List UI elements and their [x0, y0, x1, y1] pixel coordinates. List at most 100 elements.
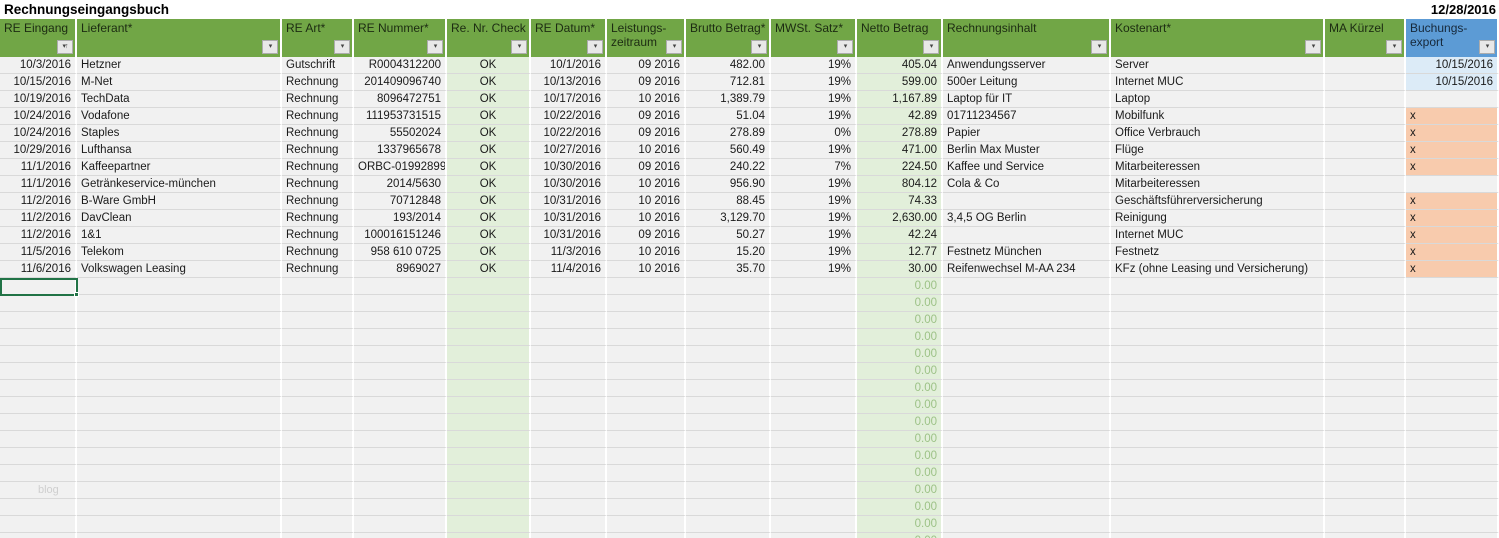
cell-mwst[interactable] — [771, 431, 857, 448]
cell-inhalt[interactable]: Festnetz München — [943, 244, 1111, 261]
cell-mwst[interactable] — [771, 465, 857, 482]
cell-ma[interactable] — [1325, 397, 1406, 414]
cell-mwst[interactable] — [771, 295, 857, 312]
cell-re_art[interactable] — [282, 397, 354, 414]
cell-export[interactable] — [1406, 312, 1499, 329]
cell-zeitraum[interactable] — [607, 533, 686, 538]
cell-lieferant[interactable]: 1&1 — [77, 227, 282, 244]
cell-check[interactable] — [447, 346, 531, 363]
cell-export[interactable]: x — [1406, 210, 1499, 227]
cell-inhalt[interactable] — [943, 346, 1111, 363]
cell-zeitraum[interactable] — [607, 397, 686, 414]
cell-mwst[interactable] — [771, 414, 857, 431]
cell-re_art[interactable]: Rechnung — [282, 125, 354, 142]
cell-re_datum[interactable] — [531, 346, 607, 363]
filter-dropdown-icon[interactable]: ▾ — [511, 40, 527, 54]
cell-export[interactable]: x — [1406, 125, 1499, 142]
cell-re_art[interactable] — [282, 533, 354, 538]
cell-lieferant[interactable] — [77, 482, 282, 499]
cell-re_datum[interactable] — [531, 278, 607, 295]
cell-re_nummer[interactable] — [354, 295, 447, 312]
cell-zeitraum[interactable] — [607, 499, 686, 516]
cell-re_art[interactable]: Rechnung — [282, 159, 354, 176]
cell-brutto[interactable]: 956.90 — [686, 176, 771, 193]
cell-kostenart[interactable]: Office Verbrauch — [1111, 125, 1325, 142]
filter-dropdown-icon[interactable]: ▾ — [837, 40, 853, 54]
cell-netto[interactable]: 0.00 — [857, 380, 943, 397]
cell-export[interactable] — [1406, 295, 1499, 312]
cell-netto[interactable]: 278.89 — [857, 125, 943, 142]
cell-re_datum[interactable] — [531, 363, 607, 380]
cell-brutto[interactable]: 240.22 — [686, 159, 771, 176]
cell-inhalt[interactable] — [943, 414, 1111, 431]
cell-netto[interactable]: 599.00 — [857, 74, 943, 91]
cell-inhalt[interactable]: Laptop für IT — [943, 91, 1111, 108]
header-ma[interactable]: MA Kürzel ▾ — [1325, 19, 1406, 57]
cell-export[interactable] — [1406, 363, 1499, 380]
cell-lieferant[interactable] — [77, 465, 282, 482]
cell-netto[interactable]: 1,167.89 — [857, 91, 943, 108]
cell-inhalt[interactable] — [943, 533, 1111, 538]
cell-brutto[interactable] — [686, 329, 771, 346]
filter-dropdown-icon[interactable]: ▾ — [587, 40, 603, 54]
header-netto[interactable]: Netto Betrag ▾ — [857, 19, 943, 57]
cell-export[interactable] — [1406, 329, 1499, 346]
cell-ma[interactable] — [1325, 516, 1406, 533]
cell-mwst[interactable]: 19% — [771, 244, 857, 261]
cell-re_datum[interactable] — [531, 499, 607, 516]
cell-zeitraum[interactable]: 10 2016 — [607, 142, 686, 159]
cell-ma[interactable] — [1325, 533, 1406, 538]
cell-re_art[interactable] — [282, 312, 354, 329]
cell-lieferant[interactable]: Volkswagen Leasing — [77, 261, 282, 278]
cell-zeitraum[interactable] — [607, 278, 686, 295]
cell-re_datum[interactable]: 10/31/2016 — [531, 210, 607, 227]
cell-zeitraum[interactable] — [607, 431, 686, 448]
cell-re_art[interactable]: Rechnung — [282, 193, 354, 210]
cell-lieferant[interactable]: Telekom — [77, 244, 282, 261]
cell-check[interactable] — [447, 397, 531, 414]
cell-check[interactable]: OK — [447, 74, 531, 91]
cell-re_datum[interactable] — [531, 516, 607, 533]
cell-check[interactable]: OK — [447, 142, 531, 159]
cell-re_nummer[interactable]: 201409096740 — [354, 74, 447, 91]
cell-re_nummer[interactable] — [354, 278, 447, 295]
cell-kostenart[interactable] — [1111, 329, 1325, 346]
cell-inhalt[interactable]: Berlin Max Muster — [943, 142, 1111, 159]
cell-kostenart[interactable] — [1111, 414, 1325, 431]
filter-dropdown-icon[interactable]: ▾ — [427, 40, 443, 54]
cell-re_art[interactable] — [282, 329, 354, 346]
cell-ma[interactable] — [1325, 448, 1406, 465]
cell-lieferant[interactable] — [77, 278, 282, 295]
cell-ma[interactable] — [1325, 193, 1406, 210]
cell-kostenart[interactable]: Internet MUC — [1111, 227, 1325, 244]
cell-kostenart[interactable] — [1111, 295, 1325, 312]
cell-re_eingang[interactable] — [0, 397, 77, 414]
cell-export[interactable] — [1406, 499, 1499, 516]
cell-re_datum[interactable] — [531, 533, 607, 538]
cell-mwst[interactable] — [771, 448, 857, 465]
cell-inhalt[interactable] — [943, 516, 1111, 533]
cell-re_nummer[interactable] — [354, 516, 447, 533]
cell-lieferant[interactable]: Kaffeepartner — [77, 159, 282, 176]
cell-check[interactable]: OK — [447, 176, 531, 193]
cell-lieferant[interactable] — [77, 380, 282, 397]
cell-brutto[interactable]: 15.20 — [686, 244, 771, 261]
cell-re_art[interactable]: Rechnung — [282, 176, 354, 193]
cell-re_eingang[interactable]: 11/2/2016 — [0, 227, 77, 244]
cell-brutto[interactable] — [686, 397, 771, 414]
cell-mwst[interactable] — [771, 346, 857, 363]
cell-zeitraum[interactable] — [607, 482, 686, 499]
cell-netto[interactable]: 0.00 — [857, 397, 943, 414]
cell-export[interactable]: x — [1406, 108, 1499, 125]
cell-ma[interactable] — [1325, 244, 1406, 261]
cell-ma[interactable] — [1325, 380, 1406, 397]
cell-brutto[interactable]: 88.45 — [686, 193, 771, 210]
cell-zeitraum[interactable]: 09 2016 — [607, 159, 686, 176]
cell-ma[interactable] — [1325, 57, 1406, 74]
cell-mwst[interactable] — [771, 533, 857, 538]
cell-mwst[interactable] — [771, 278, 857, 295]
cell-re_art[interactable]: Rechnung — [282, 210, 354, 227]
cell-inhalt[interactable] — [943, 499, 1111, 516]
cell-check[interactable] — [447, 329, 531, 346]
cell-brutto[interactable]: 51.04 — [686, 108, 771, 125]
